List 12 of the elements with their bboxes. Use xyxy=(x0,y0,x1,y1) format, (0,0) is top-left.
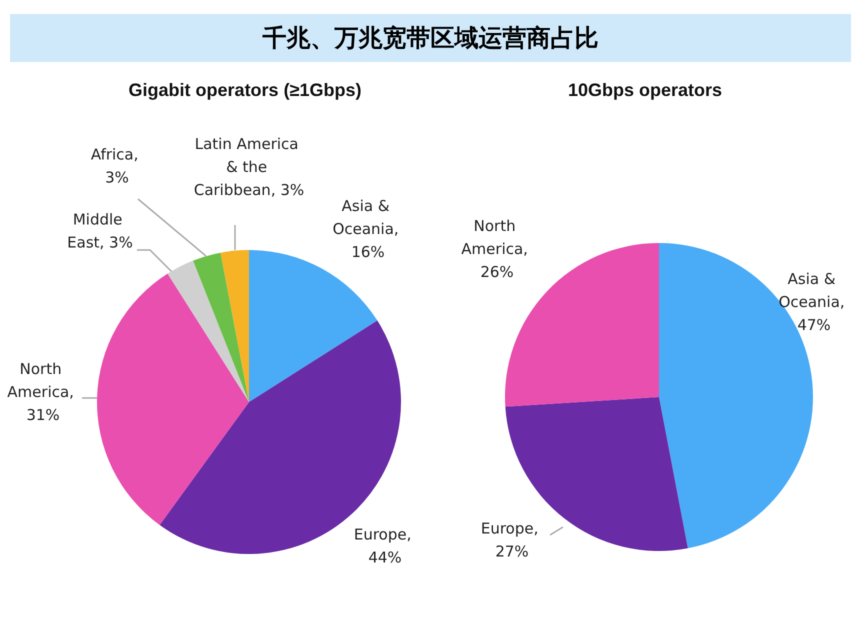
slice-label: Latin America & the Caribbean, 3% xyxy=(194,135,304,199)
slice-label: Europe, 44% xyxy=(354,526,416,566)
slice-label: Asia & Oceania, 47% xyxy=(778,270,850,334)
slice-label: North America, 26% xyxy=(461,217,533,281)
chart-title: 千兆、万兆宽带区域运营商占比 xyxy=(10,14,851,62)
slice-label: Asia & Oceania, 16% xyxy=(332,197,404,261)
slice-label: Africa, 3% xyxy=(90,146,144,186)
slice-label: Middle East, 3% xyxy=(67,210,133,252)
chart-title: 10Gbps operators xyxy=(568,80,722,100)
slice-label: Europe, 27% xyxy=(480,520,544,560)
slice-label: North America, 31% xyxy=(7,360,79,424)
chart-subtitle: Gigabit operators (≥1Gbps) xyxy=(128,80,362,100)
